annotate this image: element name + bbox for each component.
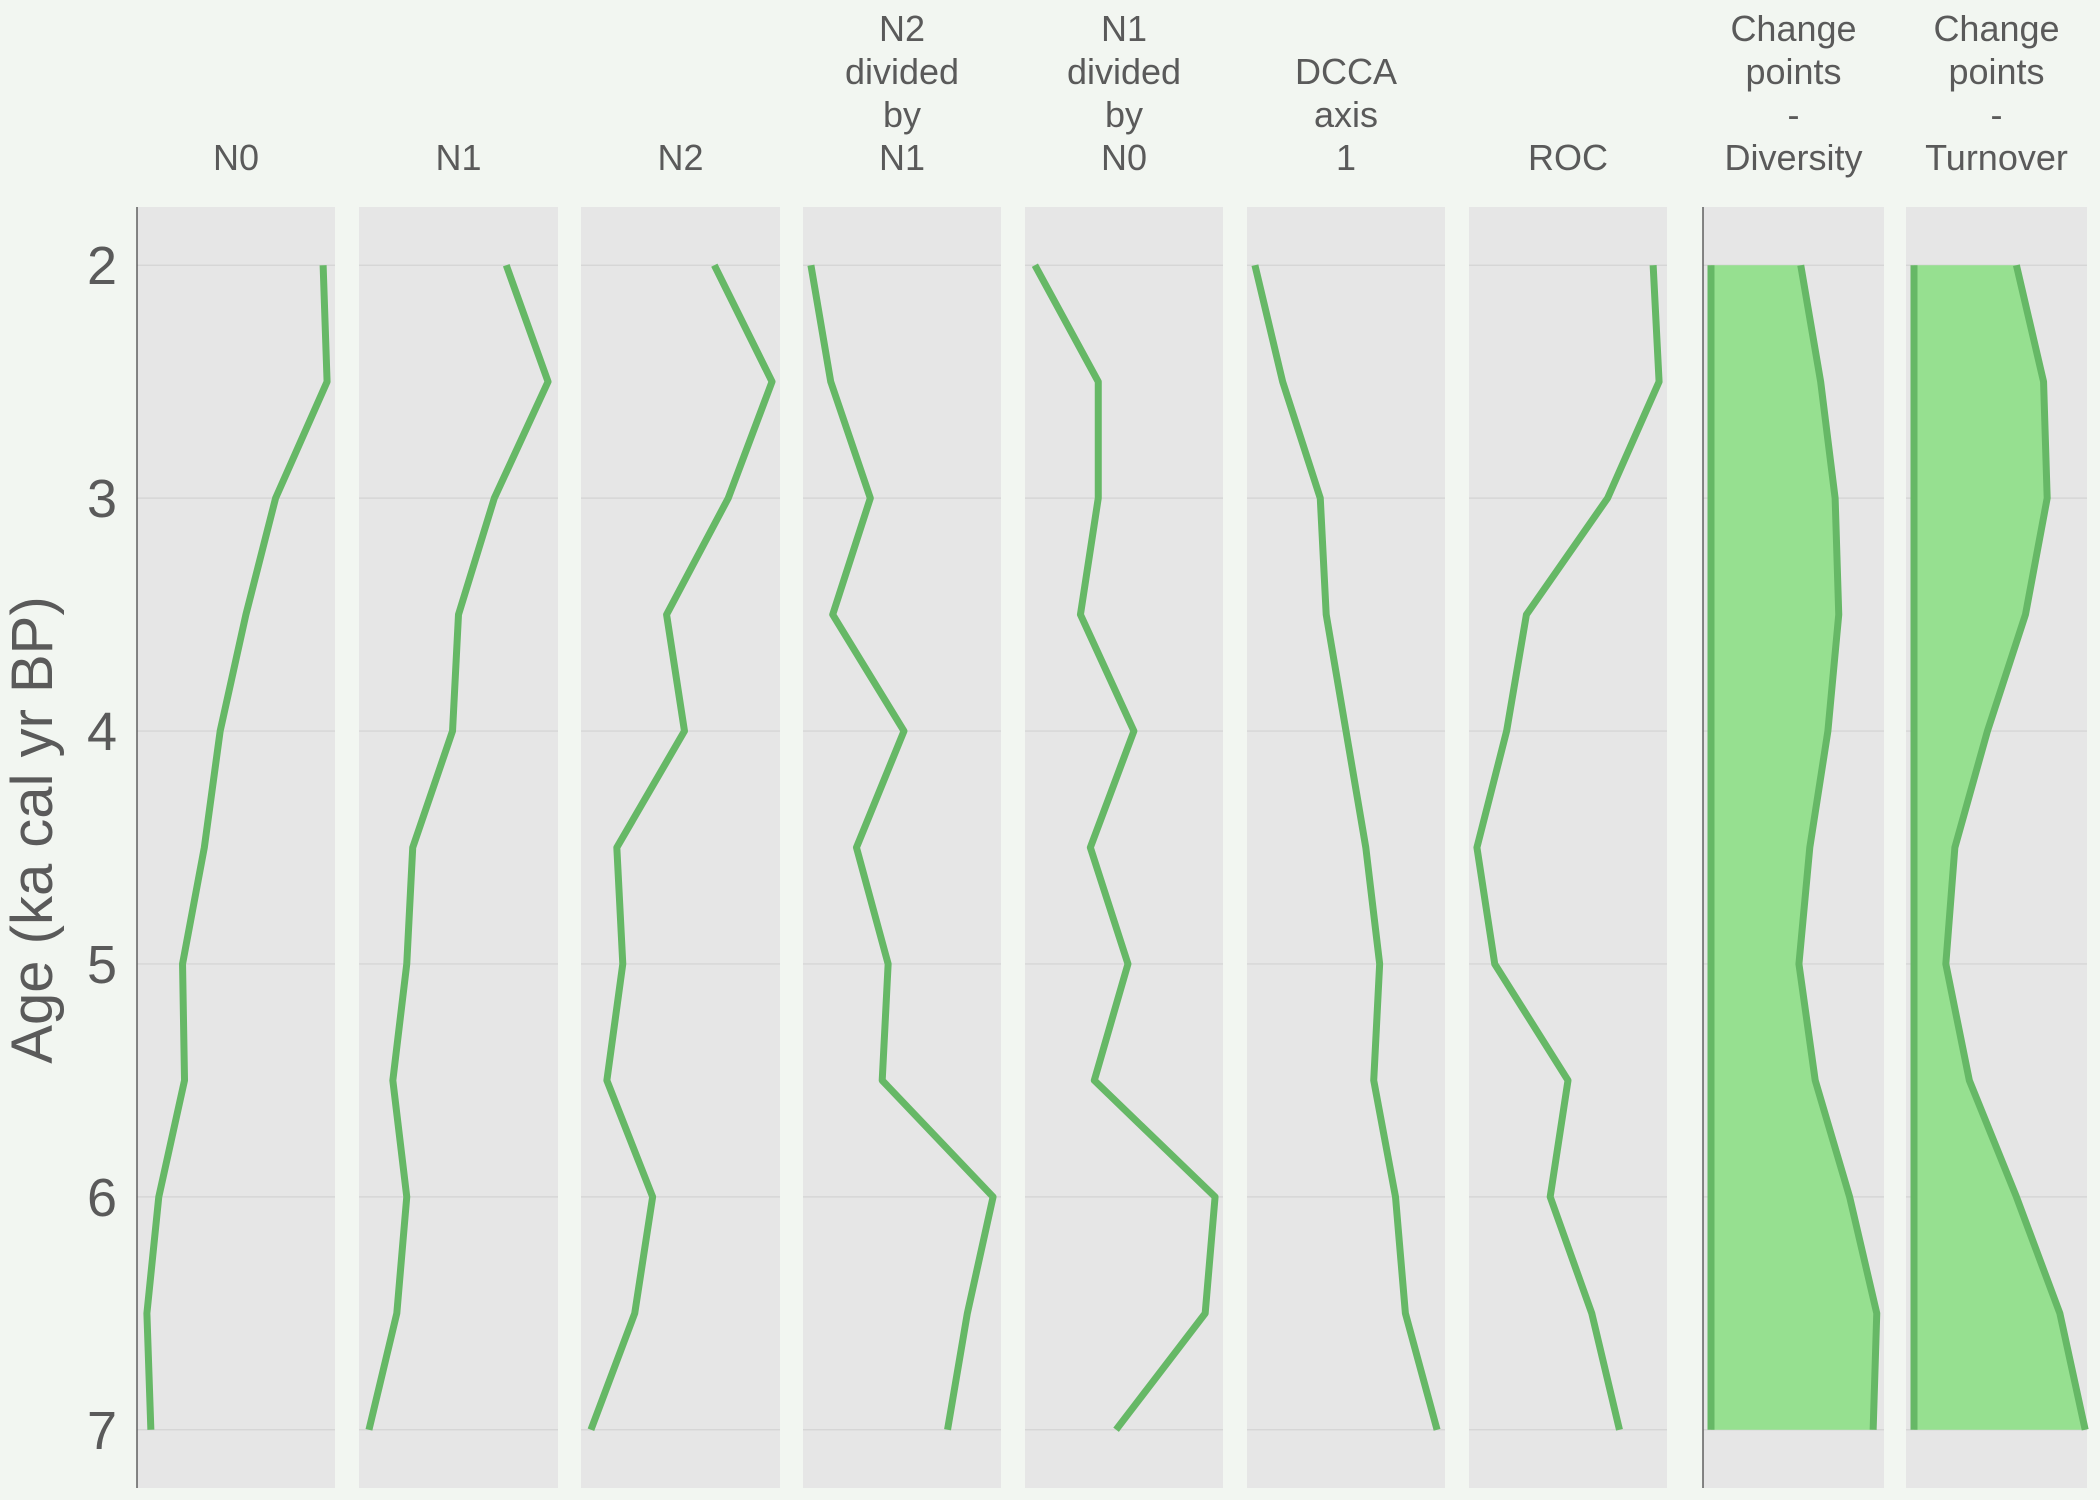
series-line bbox=[807, 264, 997, 1431]
panel-title-line: points bbox=[1745, 51, 1841, 92]
area-fill bbox=[1914, 265, 2086, 1430]
panel-background bbox=[137, 207, 335, 1488]
panel-title-line: by bbox=[883, 94, 921, 135]
panel-title-line: N1 bbox=[1101, 8, 1147, 49]
panel-7: ROC bbox=[1469, 137, 1667, 1488]
y-tick-label: 6 bbox=[87, 1168, 117, 1228]
panel-title-line: N2 bbox=[879, 8, 925, 49]
panel-title-line: Change bbox=[1730, 8, 1856, 49]
series-line bbox=[1251, 264, 1441, 1431]
y-tick-label: 3 bbox=[87, 469, 117, 529]
panel-title-line: N0 bbox=[1101, 137, 1147, 178]
panel-2: N1 bbox=[359, 137, 558, 1488]
panel-title-line: - bbox=[1991, 94, 2003, 135]
y-tick-label: 2 bbox=[87, 236, 117, 296]
panel-title-line: divided bbox=[1067, 51, 1181, 92]
panel-title-line: 1 bbox=[1336, 137, 1356, 178]
panel-background bbox=[581, 207, 780, 1488]
y-tick-label: 7 bbox=[87, 1401, 117, 1461]
panel-title-line: N1 bbox=[879, 137, 925, 178]
panel-title-line: Diversity bbox=[1724, 137, 1862, 178]
panel-title-line: Turnover bbox=[1925, 137, 2068, 178]
panel-3: N2 bbox=[581, 137, 780, 1488]
panel-title-line: Change bbox=[1933, 8, 2059, 49]
y-tick-label: 5 bbox=[87, 935, 117, 995]
panel-title-line: N0 bbox=[213, 137, 259, 178]
panel-1: N0 bbox=[137, 137, 335, 1488]
panel-title-line: - bbox=[1788, 94, 1800, 135]
panel-background bbox=[359, 207, 558, 1488]
panel-background bbox=[1247, 207, 1445, 1488]
series-line bbox=[1031, 263, 1219, 1432]
series-line bbox=[1473, 265, 1663, 1431]
panel-background bbox=[1469, 207, 1667, 1488]
panel-background bbox=[1025, 207, 1223, 1488]
panel-title-line: points bbox=[1948, 51, 2044, 92]
panel-title-line: axis bbox=[1314, 94, 1378, 135]
y-axis-ticks: 2 3 4 5 6 7 bbox=[87, 207, 138, 1488]
panel-title-line: DCCA bbox=[1295, 51, 1397, 92]
panel-title-line: N2 bbox=[657, 137, 703, 178]
panel-title-line: ROC bbox=[1528, 137, 1608, 178]
panel-title-line: divided bbox=[845, 51, 959, 92]
series-line bbox=[143, 265, 331, 1430]
panel-background bbox=[803, 207, 1001, 1488]
series-line bbox=[1795, 264, 1881, 1430]
panel-title-line: by bbox=[1105, 94, 1143, 135]
panel-title-line: N1 bbox=[435, 137, 481, 178]
series-line bbox=[1942, 264, 2089, 1431]
panels-group: N0 N1 N2N2dividedbyN1N1dividedbyN0DCCAaxis… bbox=[137, 8, 2089, 1488]
series-line bbox=[587, 263, 776, 1432]
y-axis-label: Age (ka cal yr BP) bbox=[0, 596, 65, 1063]
series-line bbox=[365, 264, 552, 1431]
y-tick-label: 4 bbox=[87, 702, 117, 762]
